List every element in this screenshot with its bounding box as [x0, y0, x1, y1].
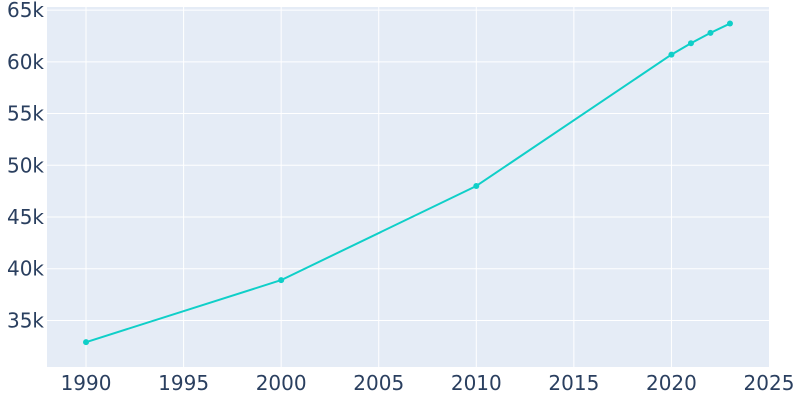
- series-layer: [83, 20, 733, 346]
- x-axis-tick-labels: 1990 1995 2000 2005 2010 2015 2020 2025: [61, 371, 795, 395]
- data-point[interactable]: [687, 40, 694, 47]
- y-tick-label: 60k: [7, 50, 44, 74]
- y-tick-label: 45k: [7, 205, 44, 229]
- y-tick-label: 55k: [7, 102, 44, 126]
- y-tick-label: 65k: [7, 0, 44, 22]
- x-tick-label: 2005: [353, 371, 404, 395]
- data-point[interactable]: [668, 51, 675, 58]
- y-tick-label: 50k: [7, 153, 44, 177]
- data-point[interactable]: [83, 339, 90, 346]
- x-tick-label: 2020: [646, 371, 697, 395]
- data-point[interactable]: [278, 277, 285, 284]
- y-tick-label: 40k: [7, 257, 44, 281]
- data-point[interactable]: [707, 29, 714, 36]
- data-point[interactable]: [726, 20, 733, 27]
- y-tick-label: 35k: [7, 308, 44, 332]
- x-tick-label: 2010: [451, 371, 502, 395]
- data-point[interactable]: [473, 182, 480, 189]
- plot-area: [47, 7, 769, 367]
- x-tick-label: 1995: [158, 371, 209, 395]
- y-gridlines: [47, 9, 769, 321]
- x-tick-label: 1990: [61, 371, 112, 395]
- x-tick-label: 2000: [256, 371, 307, 395]
- y-axis-tick-labels: 35k 40k 45k 50k 55k 60k 65k: [7, 0, 44, 332]
- x-gridlines: [85, 7, 672, 367]
- x-tick-label: 2015: [548, 371, 599, 395]
- x-tick-label: 2025: [744, 371, 795, 395]
